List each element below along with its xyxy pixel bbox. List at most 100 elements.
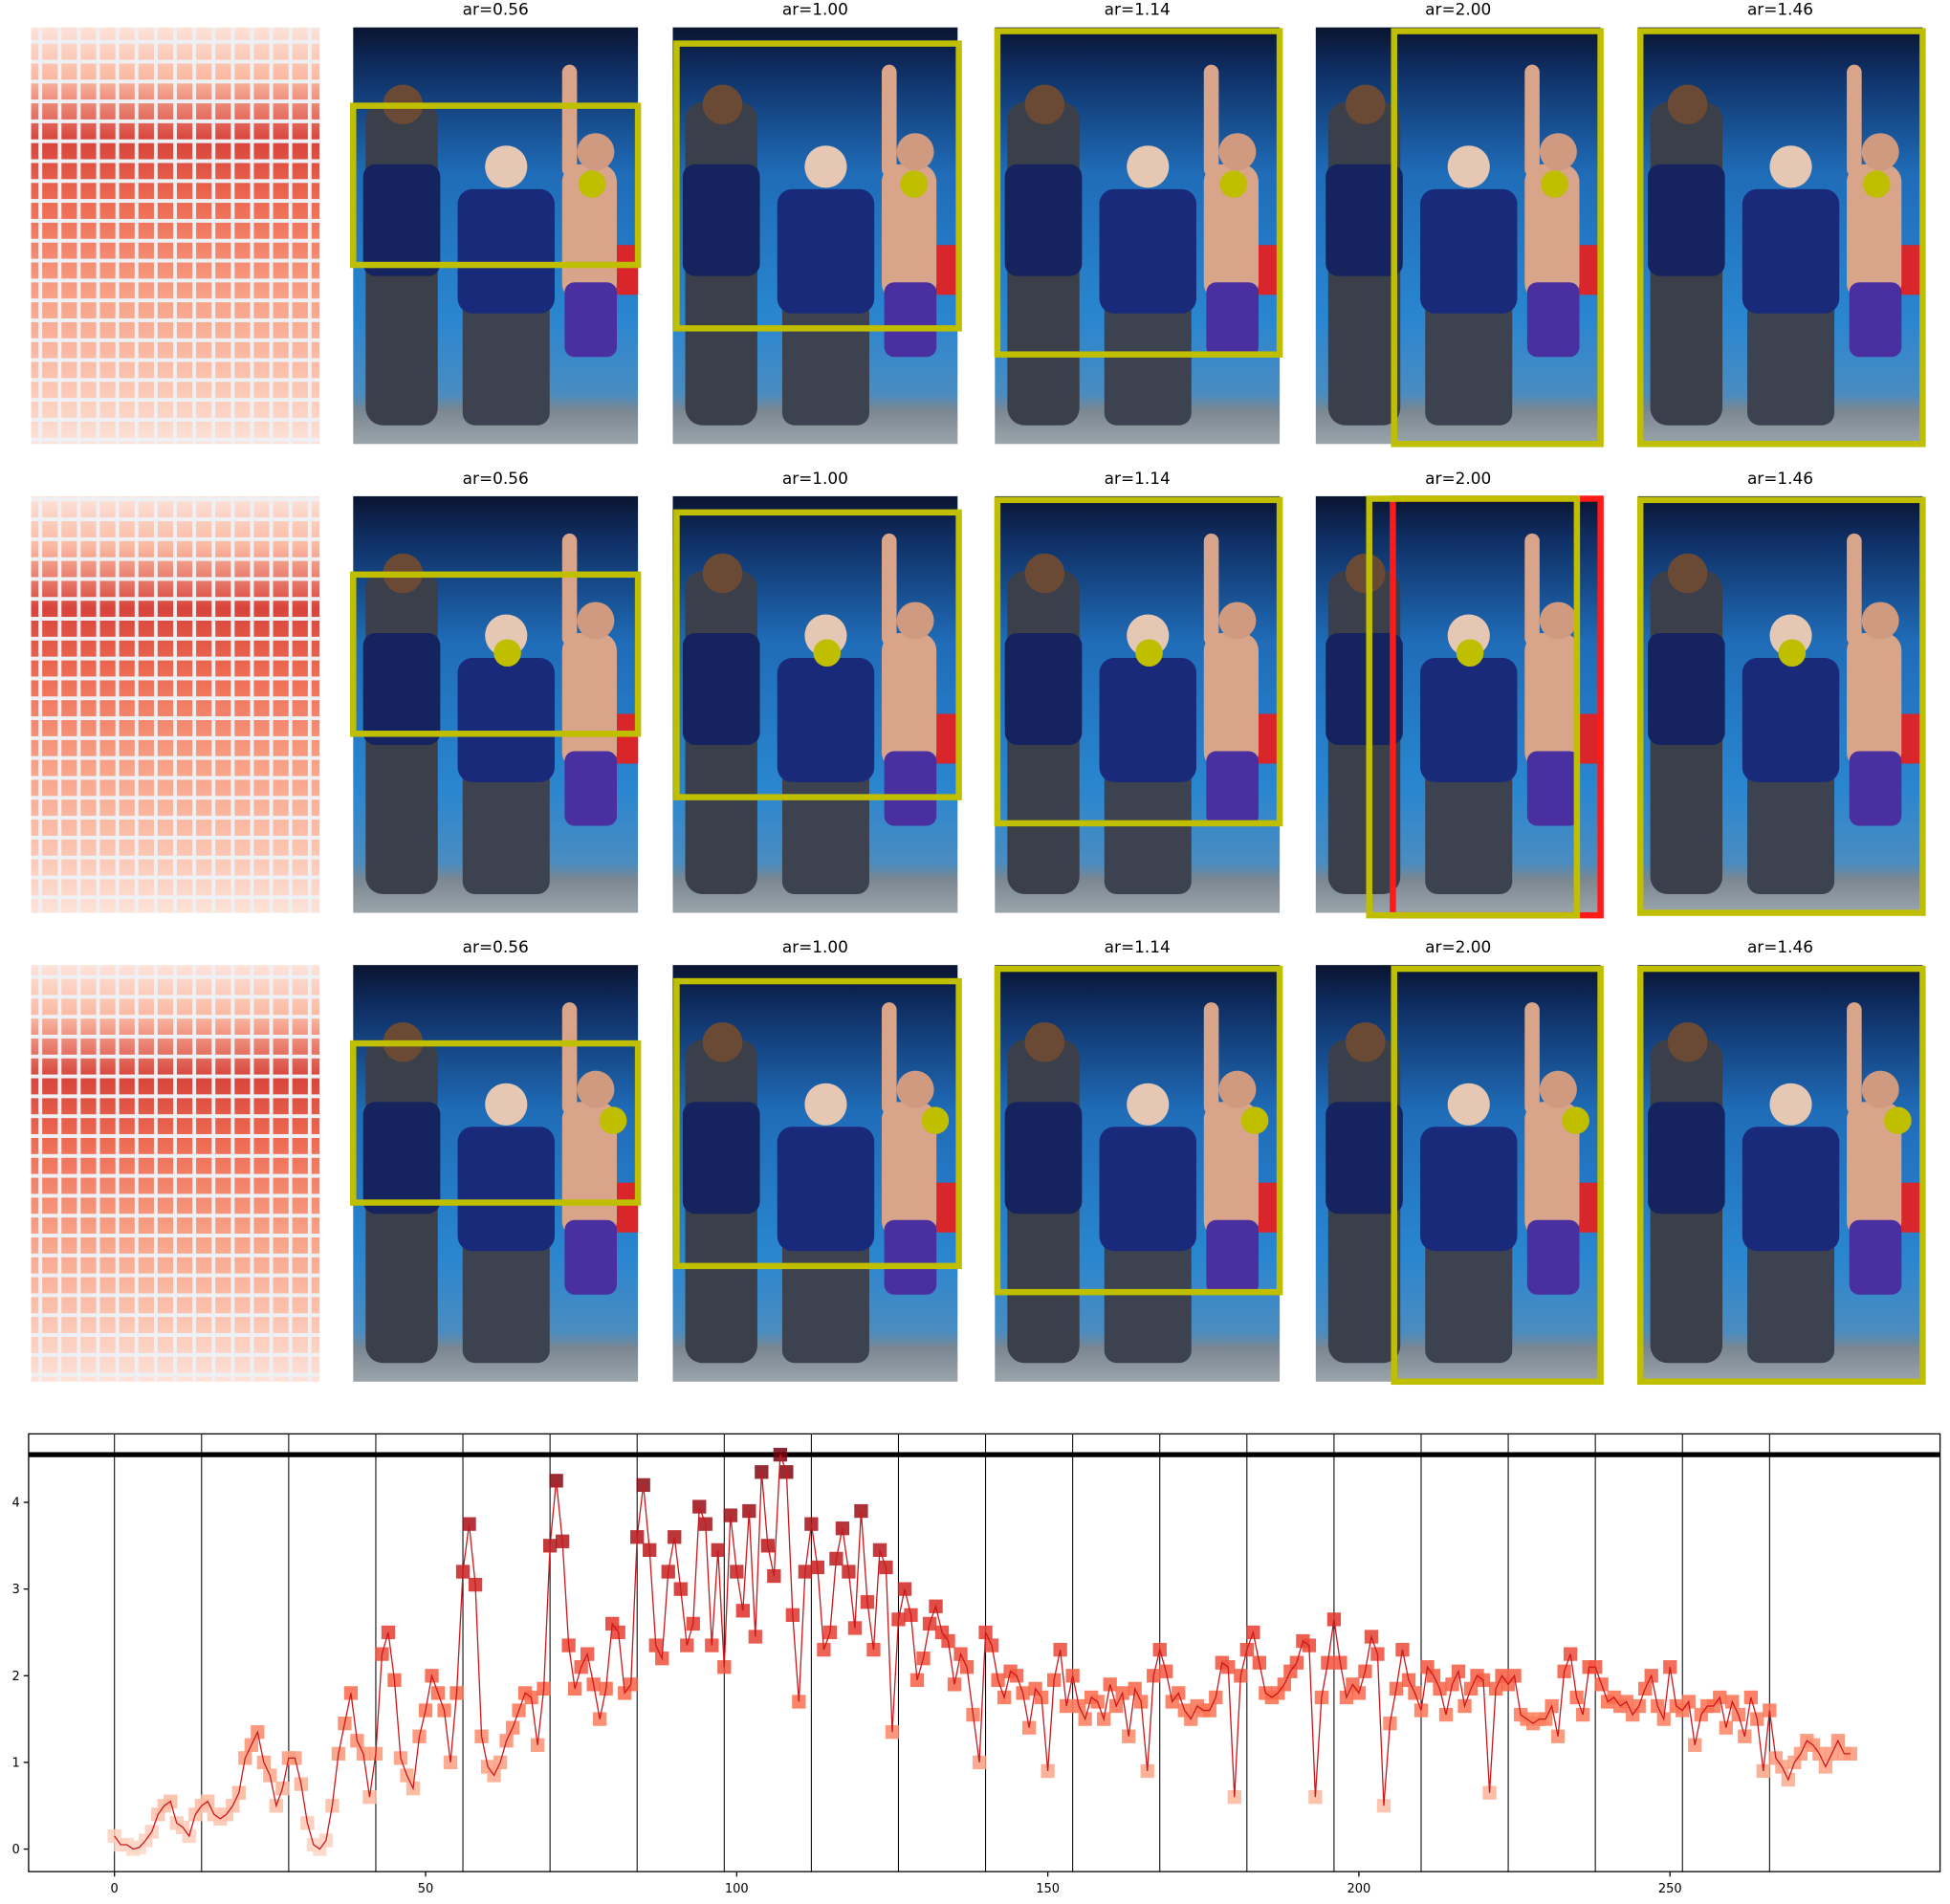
- panel-title: ar=1.14: [1105, 0, 1171, 19]
- heatmap-grid: [31, 495, 320, 913]
- person-mid-jacket: [777, 657, 875, 782]
- swimmer-shorts: [564, 282, 617, 358]
- person-mid-head: [1769, 145, 1812, 188]
- x-tick-label: 200: [1347, 1882, 1371, 1896]
- swimmer-shorts: [1206, 282, 1259, 358]
- x-tick-label: 50: [418, 1882, 434, 1896]
- swimmer: [1847, 164, 1902, 301]
- photo-panel: [672, 27, 962, 445]
- swimmer-head: [1539, 133, 1577, 171]
- panel-title: ar=1.46: [1747, 937, 1813, 956]
- person-mid-head: [485, 145, 528, 188]
- person-mid-jacket: [1099, 188, 1196, 314]
- photo-panel: [1636, 965, 1926, 1386]
- swimmer-arm: [561, 533, 578, 646]
- y-tick-label: 3: [12, 1583, 20, 1597]
- person-left-jacket: [1326, 164, 1403, 276]
- person-left-jacket: [1004, 164, 1083, 276]
- person-mid-jacket: [1420, 188, 1518, 314]
- person-mid-jacket: [457, 1127, 555, 1252]
- photo-panel: [1315, 965, 1604, 1386]
- person-left-jacket: [682, 632, 760, 745]
- fixation-dot: [900, 170, 929, 198]
- person-left-head: [1667, 1021, 1708, 1062]
- swimmer-arm: [1203, 533, 1219, 646]
- swimmer-shorts: [1206, 751, 1259, 826]
- swimmer-head: [1861, 133, 1899, 171]
- crop-box: [1636, 496, 1926, 916]
- person-mid-head: [1127, 145, 1170, 188]
- y-tick-label: 1: [12, 1756, 20, 1770]
- swimmer-head: [1861, 602, 1899, 640]
- person-mid-head: [804, 145, 847, 188]
- person-left-head: [1024, 84, 1065, 125]
- swimmer-head: [1861, 1070, 1899, 1108]
- marker: [1843, 1746, 1858, 1762]
- swimmer-arm: [881, 533, 897, 646]
- person-left-jacket: [1326, 1102, 1403, 1215]
- swimmer-shorts: [1526, 1219, 1580, 1295]
- person-mid-jacket: [1742, 188, 1840, 314]
- swimmer-shorts: [1526, 282, 1580, 358]
- panel-title: ar=2.00: [1425, 0, 1491, 19]
- swimmer-head: [1218, 133, 1257, 171]
- swimmer: [1524, 1102, 1580, 1239]
- fixation-dot: [1541, 170, 1568, 198]
- person-left-jacket: [362, 1102, 441, 1215]
- person-mid-head: [1769, 1083, 1812, 1126]
- crop-box: [673, 509, 962, 800]
- person-left-jacket: [1004, 1102, 1083, 1215]
- crop-box: [1391, 28, 1604, 448]
- person-mid-head: [804, 1083, 847, 1126]
- swimmer-arm: [881, 1002, 897, 1115]
- fixation-dot: [921, 1106, 950, 1135]
- swimmer-arm: [1203, 1002, 1219, 1115]
- crop-box: [673, 40, 962, 332]
- person-left-head: [1346, 553, 1386, 594]
- swimmer-arm: [1203, 64, 1219, 177]
- person-mid-jacket: [1742, 657, 1840, 782]
- fixation-dot: [1135, 639, 1163, 667]
- swimmer: [1524, 632, 1580, 770]
- panel-title: ar=2.00: [1425, 469, 1491, 488]
- fixation-dot: [599, 1106, 627, 1135]
- swimmer-shorts: [884, 1219, 937, 1295]
- y-tick-label: 4: [12, 1497, 20, 1511]
- fixation-dot: [813, 639, 842, 667]
- swimmer-arm: [561, 64, 578, 177]
- swimmer-arm: [1524, 533, 1540, 646]
- crop-box: [1366, 495, 1581, 919]
- swimmer-head: [1539, 1070, 1577, 1108]
- swimmer-arm: [881, 64, 897, 177]
- swimmer-head: [577, 1070, 615, 1108]
- photo-panel: [672, 495, 962, 913]
- swimmer: [881, 164, 937, 301]
- panel-title: ar=1.00: [782, 937, 848, 956]
- swimmer-shorts: [564, 751, 617, 826]
- person-left-head: [702, 1021, 743, 1062]
- crop-box: [350, 1040, 642, 1206]
- person-mid-jacket: [457, 188, 555, 314]
- swimmer-arm: [1524, 64, 1540, 177]
- x-tick-label: 250: [1658, 1882, 1682, 1896]
- panel-title: ar=2.00: [1425, 937, 1491, 956]
- swimmer-shorts: [884, 282, 937, 358]
- photo-panel: [350, 965, 642, 1382]
- crop-box: [1636, 965, 1926, 1386]
- x-tick-label: 150: [1036, 1882, 1060, 1896]
- person-left-jacket: [682, 1102, 760, 1215]
- x-tick-label: 100: [725, 1882, 749, 1896]
- person-left-head: [702, 84, 743, 125]
- crop-box: [673, 977, 962, 1270]
- swimmer-head: [1218, 602, 1257, 640]
- crop-box: [350, 571, 642, 737]
- swimmer-head: [896, 1070, 934, 1108]
- photo-panel: [1315, 495, 1604, 919]
- fixation-dot: [1240, 1106, 1269, 1135]
- crop-box: [994, 28, 1283, 358]
- fixation-dot: [1778, 639, 1807, 667]
- person-left-jacket: [362, 632, 441, 745]
- heatmap-grid: [31, 965, 320, 1382]
- person-mid-head: [1447, 1083, 1490, 1126]
- person-mid-jacket: [1099, 657, 1196, 782]
